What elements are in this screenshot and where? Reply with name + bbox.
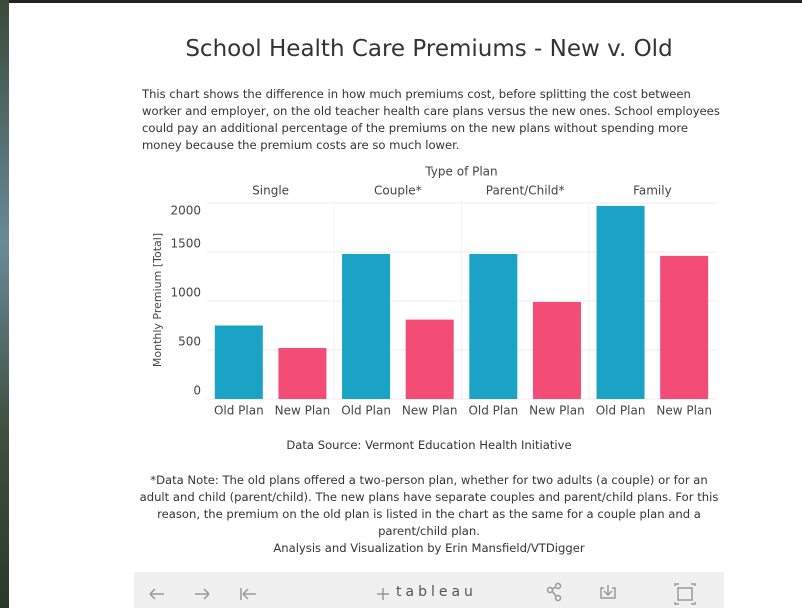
description: This chart shows the difference in how m… [142,87,720,152]
x-tick-label: Old Plan [214,404,264,418]
toolbar [134,572,724,608]
window-edge [0,0,9,608]
share-button[interactable] [546,582,562,602]
bar [660,255,709,399]
y-tick-label: 1000 [170,285,201,299]
toolbar-icons [149,582,696,605]
y-axis-title: Monthly Premium [Total] [151,233,164,367]
x-tick-label: New Plan [656,404,712,418]
x-tick-label: Old Plan [341,404,391,418]
x-tick-label: New Plan [402,404,458,418]
bar [405,319,454,399]
bar [469,253,518,399]
logo-mark [377,588,389,600]
data-note: *Data Note: The old plans offered a two-… [139,473,719,538]
y-tick-label: 0 [193,384,201,398]
fullscreen-button[interactable] [674,583,696,605]
back-button[interactable] [149,588,164,600]
y-tick-label: 1500 [170,236,201,250]
forward-button[interactable] [195,588,210,600]
reset-button[interactable] [240,588,256,600]
x-tick-label: New Plan [529,404,585,418]
x-tick-label: New Plan [275,404,331,418]
x-tick-label: Old Plan [468,404,518,418]
chart-title: School Health Care Premiums - New v. Old [185,36,673,62]
credit: Analysis and Visualization by Erin Mansf… [273,541,585,555]
y-tick-label: 500 [178,334,201,348]
y-tick-label: 2000 [170,203,201,217]
bar [532,301,581,399]
window-edge [0,0,802,3]
group-label: Family [633,184,672,198]
bar [278,348,327,399]
group-axis-title: Type of Plan [424,165,497,179]
group-label: Couple* [374,184,422,198]
group-label: Single [252,184,289,198]
bar [214,325,263,399]
bar [342,253,391,399]
data-source: Data Source: Vermont Education Health In… [286,438,572,452]
download-button[interactable] [600,585,616,599]
group-label: Parent/Child* [486,184,565,198]
brand: tableau [396,584,477,600]
x-tick-label: Old Plan [596,404,646,418]
bar [596,205,645,399]
